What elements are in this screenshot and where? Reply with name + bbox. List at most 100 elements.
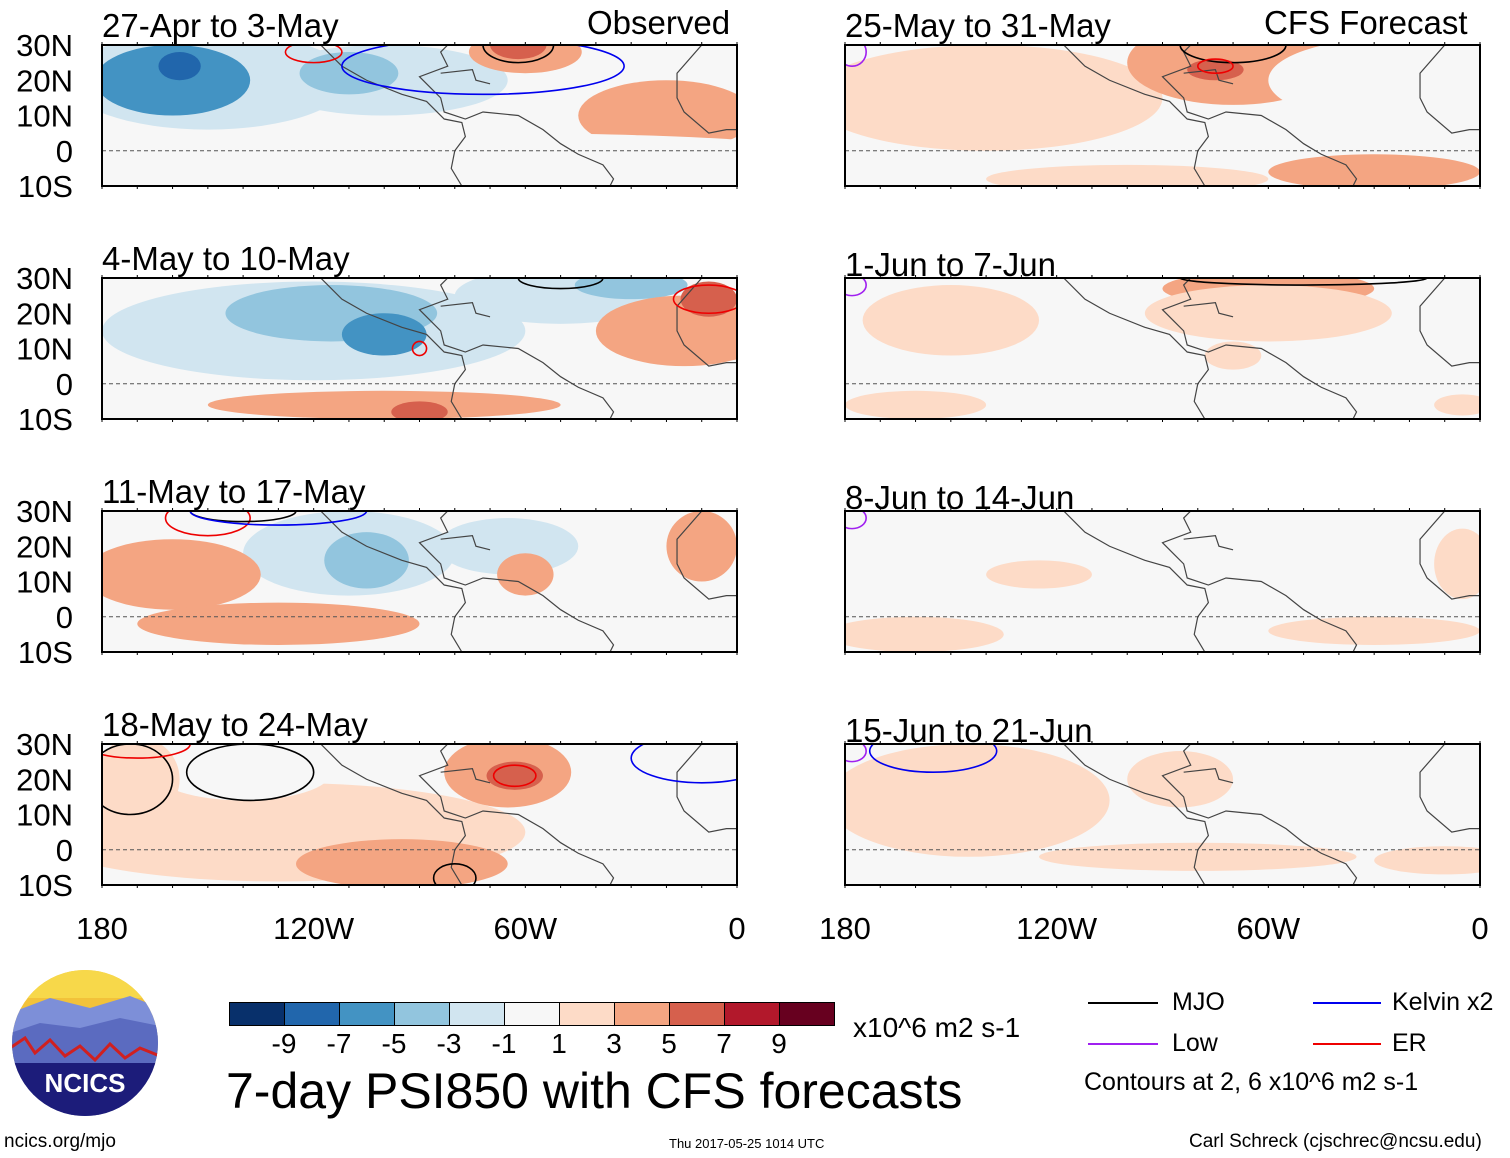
anomaly-region — [1127, 751, 1234, 808]
anomaly-region — [299, 52, 399, 95]
panel-5: 25-May to 31-May — [844, 7, 1481, 189]
anomaly-region — [1039, 842, 1357, 871]
legend-label-mjo: MJO — [1172, 988, 1225, 1016]
colorbar-swatch — [230, 1003, 284, 1025]
contour-low — [845, 511, 867, 530]
footer-url[interactable]: ncics.org/mjo — [4, 1131, 116, 1152]
y-tick-label: 10N — [16, 798, 73, 833]
anomaly-region — [1268, 154, 1480, 186]
colorbar-tick: 1 — [551, 1028, 567, 1059]
coastline — [320, 45, 467, 186]
coastline — [320, 511, 467, 652]
colorbar-tick: 5 — [661, 1028, 677, 1059]
y-tick-label: 20N — [16, 762, 73, 797]
anomaly-region — [578, 80, 737, 151]
contour-er — [672, 284, 737, 315]
anomaly-region — [986, 560, 1092, 589]
coastline — [676, 511, 737, 600]
colorbar-swatch — [394, 1003, 449, 1025]
colorbar-swatch — [449, 1003, 504, 1025]
anomaly-region — [666, 511, 737, 582]
anomaly-region — [1144, 285, 1392, 342]
anomaly-region — [490, 45, 547, 60]
legend-line-mjo — [1088, 1002, 1158, 1004]
anomaly-region — [862, 285, 1040, 356]
forecast-label: CFS Forecast — [1264, 4, 1468, 41]
coastline — [440, 69, 491, 85]
footer-author: Carl Schreck (cjschrec@ncsu.edu) — [1189, 1131, 1482, 1152]
svg-text:NCICS: NCICS — [45, 1068, 126, 1098]
coastline — [418, 45, 615, 186]
anomaly-region — [1434, 528, 1480, 600]
y-tick-label: 30N — [16, 28, 73, 63]
legend-line-er — [1313, 1043, 1381, 1045]
coastline — [1161, 45, 1358, 186]
x-tick-label: 60W — [1236, 911, 1300, 946]
panel-title: 11-May to 17-May — [102, 473, 366, 510]
legend-line-kelvin — [1313, 1002, 1381, 1004]
colorbar-tick: 7 — [716, 1028, 732, 1059]
anomaly-region — [1374, 846, 1480, 875]
contour-note: Contours at 2, 6 x10^6 m2 s-1 — [1084, 1068, 1419, 1096]
y-tick-label: 20N — [16, 63, 73, 98]
panel-7: 8-Jun to 14-Jun — [844, 479, 1481, 655]
contour-er — [1196, 58, 1234, 75]
coastline — [676, 744, 737, 833]
colorbar-tick: -5 — [381, 1028, 407, 1059]
observed-label: Observed — [587, 4, 731, 41]
panel-title: 1-Jun to 7-Jun — [845, 246, 1056, 283]
contour-mjo — [432, 863, 477, 885]
contour-kelvin — [189, 511, 368, 526]
anomaly-region — [102, 45, 251, 116]
y-tick-label: 20N — [16, 296, 73, 331]
coastline — [320, 278, 467, 419]
legend-label-er: ER — [1392, 1029, 1427, 1057]
coastline — [440, 302, 491, 318]
y-tick-label: 10N — [16, 332, 73, 367]
coastline — [440, 535, 491, 551]
anomaly-region — [154, 744, 332, 801]
coastline — [676, 278, 737, 367]
anomaly-region — [845, 390, 987, 419]
y-tick-label: 10N — [16, 99, 73, 134]
panel-title: 8-Jun to 14-Jun — [845, 479, 1074, 516]
x-tick-label: 0 — [1471, 911, 1488, 946]
y-tick-label: 0 — [56, 600, 73, 635]
y-tick-label: 10S — [18, 402, 73, 437]
coastline — [418, 511, 615, 652]
contour-low — [845, 45, 867, 67]
footer-timestamp: Thu 2017-05-25 1014 UTC — [669, 1136, 825, 1151]
coastline — [676, 45, 737, 134]
colorbar — [229, 1002, 835, 1026]
legend-line-low — [1088, 1043, 1158, 1045]
contour-er — [284, 45, 343, 64]
colorbar-tick: -1 — [491, 1028, 517, 1059]
contour-mjo — [517, 278, 604, 290]
coastline — [1419, 278, 1480, 367]
anomaly-region — [102, 539, 261, 610]
anomaly-region — [391, 401, 448, 419]
y-tick-label: 10S — [18, 635, 73, 670]
anomaly-region — [137, 602, 420, 645]
contour-mjo — [185, 744, 315, 802]
colorbar-swatch — [284, 1003, 339, 1025]
contour-low — [845, 278, 867, 297]
coastline — [1063, 744, 1210, 885]
colorbar-swatch — [504, 1003, 559, 1025]
colorbar-swatch — [724, 1003, 779, 1025]
contour-kelvin — [868, 744, 998, 773]
anomaly-region — [680, 281, 737, 317]
x-tick-label: 60W — [493, 911, 557, 946]
coastline — [320, 744, 467, 885]
coastline — [440, 768, 491, 784]
panel-title: 27-Apr to 3-May — [102, 7, 339, 44]
coastline — [1183, 302, 1234, 318]
legend-label-low: Low — [1172, 1029, 1218, 1057]
anomaly-region — [845, 744, 1110, 857]
y-tick-label: 30N — [16, 494, 73, 529]
coastline — [1419, 511, 1480, 600]
